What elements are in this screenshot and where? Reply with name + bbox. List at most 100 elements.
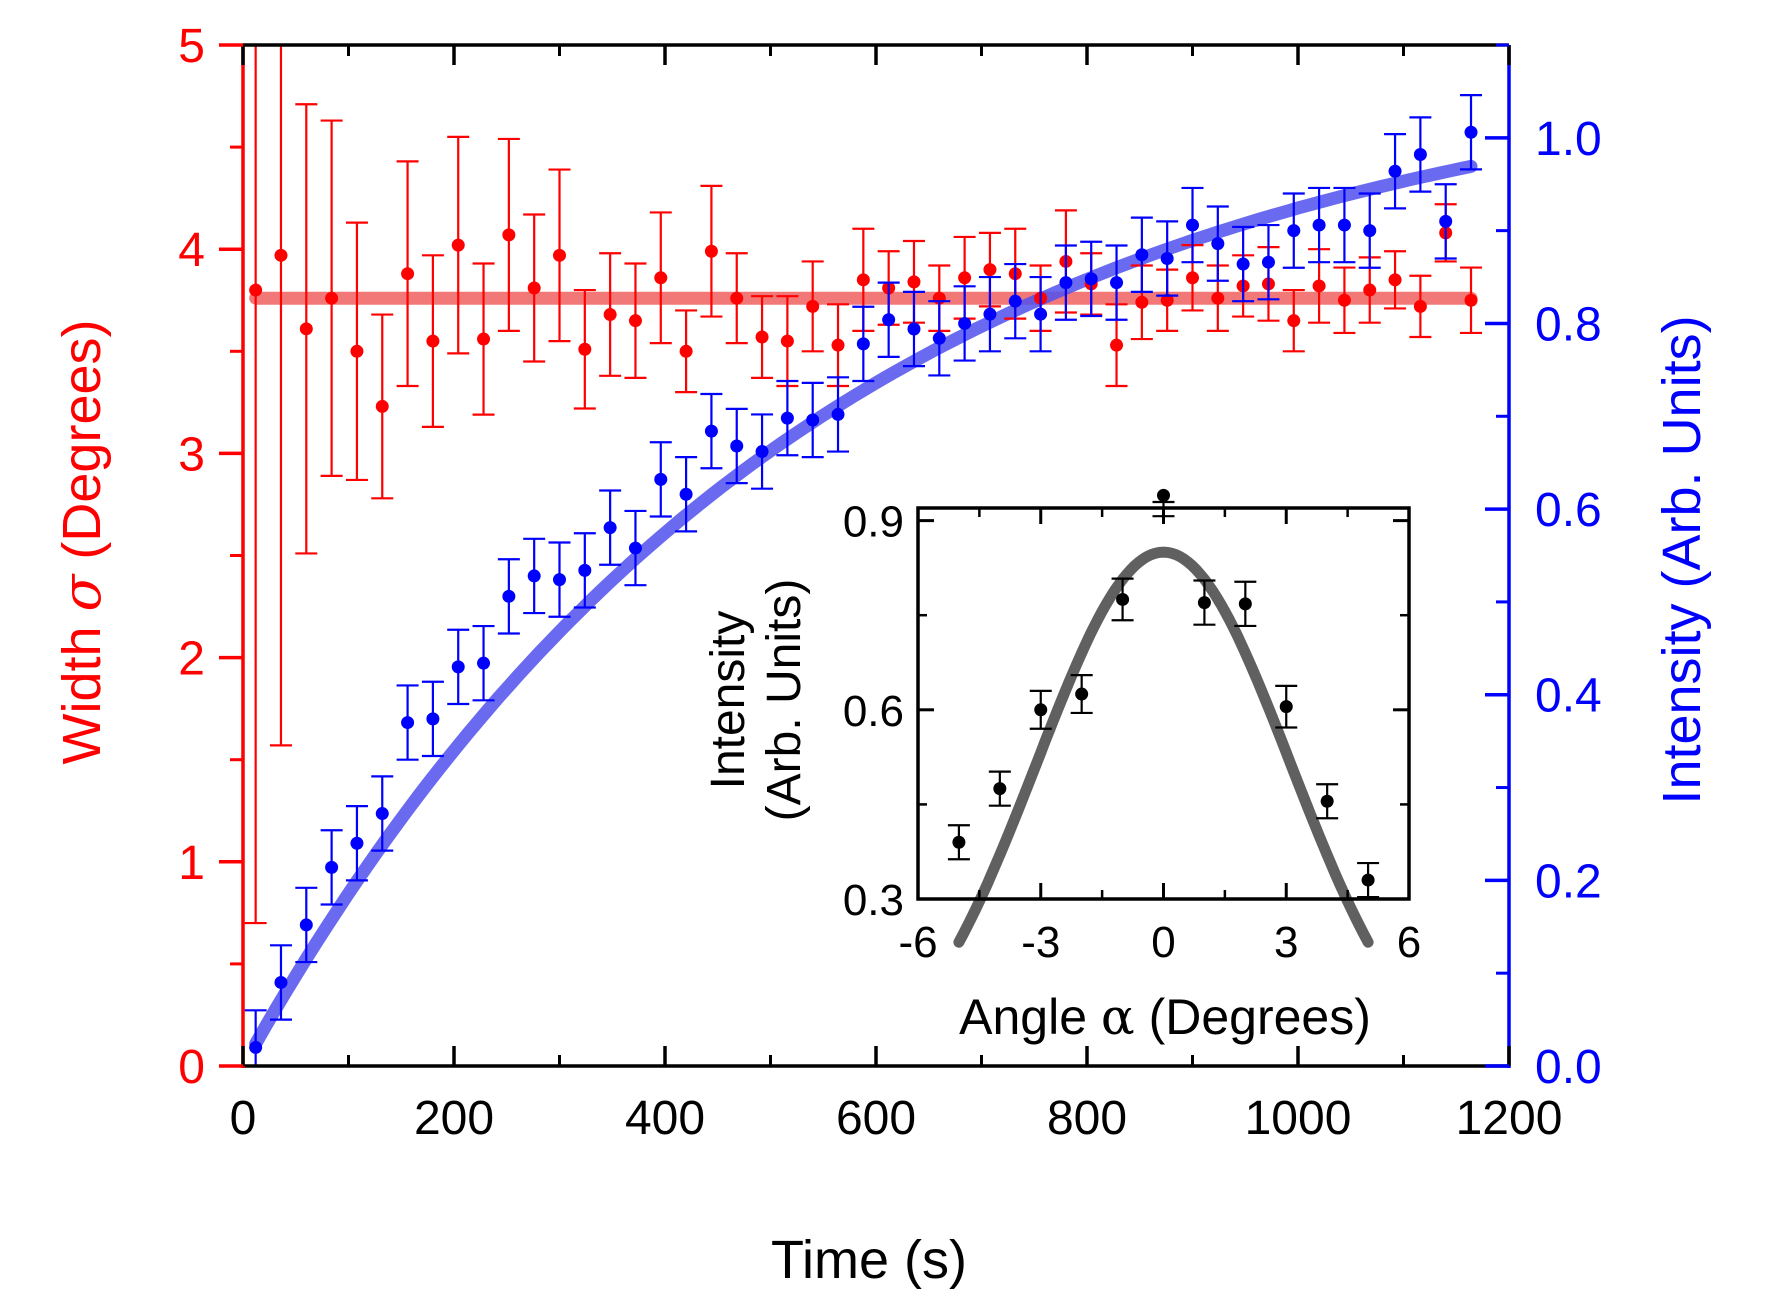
inset-chart: -6 -3 0 3 6 0.3 0.6 0.9 Angle α (Degrees) Inten… <box>702 488 1421 1046</box>
intensity-data-point <box>1034 307 1048 321</box>
sigma-symbol: σ <box>50 572 113 611</box>
x-tick-label: 800 <box>1047 1092 1127 1145</box>
intensity-data-point <box>1388 164 1402 178</box>
intensity-data-point <box>1135 248 1149 262</box>
right-y-tick-label: 0.8 <box>1535 298 1602 351</box>
width-data-point <box>679 344 693 358</box>
intensity-data-point <box>1236 257 1250 271</box>
intensity-data-point <box>882 313 896 327</box>
inset-x-title-part-3: (Degrees) <box>1135 989 1371 1045</box>
alpha-symbol: α <box>1101 988 1135 1046</box>
intensity-data-point <box>274 975 288 989</box>
inset-y-axis-title-line-1: Intensity <box>702 611 755 790</box>
intensity-data-point <box>704 424 718 438</box>
width-data-point <box>704 244 718 258</box>
right-y-tick-label: 0.4 <box>1535 670 1602 723</box>
inset-y-tick-label: 0.9 <box>843 498 904 547</box>
intensity-data-point <box>856 337 870 351</box>
intensity-data-point <box>958 316 972 330</box>
intensity-data-point <box>755 445 769 459</box>
intensity-data-point <box>1464 125 1478 139</box>
left-y-tick-label: 1 <box>178 837 205 890</box>
inset-data-point <box>1197 596 1211 610</box>
width-data-point <box>856 273 870 287</box>
x-tick-label: 1200 <box>1456 1092 1563 1145</box>
main-axes: 0 200 400 600 800 1000 1200 0 1 2 3 4 5 0.0 0.2 0.4 0.6 0… <box>178 20 1601 1145</box>
width-data-point <box>553 248 566 262</box>
width-data-point <box>527 281 541 295</box>
intensity-data-point <box>426 712 440 726</box>
width-data-point <box>350 344 364 358</box>
intensity-data-point <box>1084 272 1098 286</box>
width-data-point <box>806 299 820 313</box>
inset-fit-line <box>953 546 1374 948</box>
left-y-tick-label: 3 <box>178 428 205 481</box>
inset-data-point <box>1034 703 1048 717</box>
inset-data-points <box>947 488 1380 899</box>
intensity-data-point <box>806 413 820 427</box>
width-data-point <box>603 308 617 322</box>
intensity-data-point <box>1110 276 1124 290</box>
width-data-point <box>502 228 516 242</box>
intensity-data-point <box>1008 294 1022 308</box>
main-data-points <box>244 43 1483 1068</box>
inset-data-point <box>993 782 1007 796</box>
intensity-data-point <box>1059 276 1073 290</box>
inset-y-tick-label: 0.3 <box>843 876 904 925</box>
intensity-data-point <box>350 836 364 850</box>
width-data-point <box>1312 279 1326 293</box>
intensity-data-point <box>451 660 465 674</box>
x-tick-label: 0 <box>230 1092 257 1145</box>
x-tick-label: 600 <box>836 1092 916 1145</box>
right-y-tick-label: 0.0 <box>1535 1041 1602 1094</box>
left-y-axis-title: Width σ (Degrees) <box>50 320 113 765</box>
width-data-point <box>628 314 642 328</box>
inset-fit-curve <box>953 546 1374 948</box>
left-y-title-part-1: Width <box>52 611 112 764</box>
inset-x-tick-label: -3 <box>1021 918 1060 967</box>
left-y-title-part-3: (Degrees) <box>52 320 112 575</box>
intensity-data-point <box>1337 218 1351 232</box>
inset-axes: -6 -3 0 3 6 0.3 0.6 0.9 <box>843 498 1421 967</box>
intensity-data-point <box>1261 255 1275 269</box>
right-y-tick-label: 0.6 <box>1535 484 1602 537</box>
width-data-point <box>401 267 415 281</box>
width-data-point <box>958 271 972 285</box>
intensity-data-point <box>578 563 592 577</box>
intensity-data-point <box>1287 224 1301 238</box>
inset-x-tick-label: 0 <box>1151 918 1175 967</box>
x-tick-label: 200 <box>414 1092 494 1145</box>
intensity-data-point <box>907 322 921 336</box>
width-data-point <box>299 322 313 336</box>
width-data-point <box>578 342 592 356</box>
intensity-data-point <box>1211 237 1225 251</box>
intensity-data-point <box>325 860 339 874</box>
inset-background <box>918 508 1409 899</box>
width-data-point <box>274 248 288 262</box>
inset-x-tick-label: 6 <box>1397 918 1421 967</box>
inset-data-point <box>1157 488 1170 502</box>
right-y-tick-label: 0.2 <box>1535 855 1602 908</box>
intensity-data-point <box>1160 251 1174 265</box>
left-y-tick-label: 5 <box>178 20 205 73</box>
intensity-data-point <box>527 569 541 583</box>
intensity-data-point <box>1439 214 1453 228</box>
inset-data-point <box>1238 597 1252 611</box>
x-axis-title: Time (s) <box>771 1230 967 1290</box>
intensity-data-point <box>1413 148 1427 162</box>
intensity-data-point <box>831 407 845 421</box>
intensity-data-point <box>780 411 794 425</box>
width-data-point <box>654 271 668 285</box>
width-data-point <box>730 291 744 305</box>
x-tick-label: 400 <box>625 1092 705 1145</box>
width-data-point <box>451 238 465 252</box>
width-data-point <box>755 330 769 344</box>
inset-data-point <box>1361 873 1375 887</box>
width-data-point <box>780 334 794 348</box>
right-y-tick-label: 1.0 <box>1535 113 1602 166</box>
width-data-point <box>831 338 845 352</box>
right-y-axis-title: Intensity (Arb. Units) <box>1652 315 1712 804</box>
width-data-point <box>1160 293 1174 307</box>
left-y-tick-label: 2 <box>178 633 205 686</box>
width-data-point <box>1186 271 1199 285</box>
